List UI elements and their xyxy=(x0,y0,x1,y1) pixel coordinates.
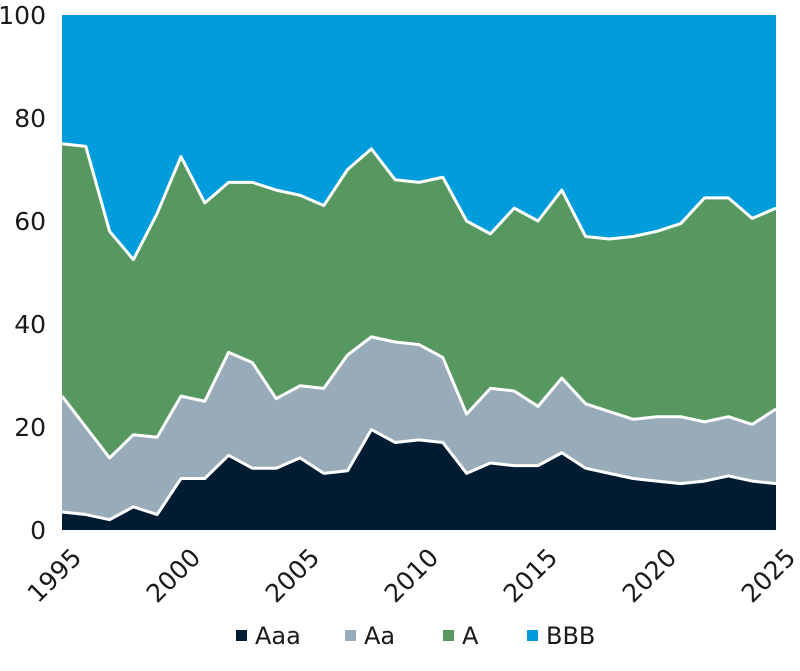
x-tick-label: 2025 xyxy=(736,543,800,608)
legend-swatch-aa xyxy=(345,630,356,641)
y-tick-label: 60 xyxy=(14,207,46,236)
x-tick-label: 2005 xyxy=(260,543,325,608)
y-tick-label: 100 xyxy=(0,1,46,30)
legend-label-a: A xyxy=(462,622,479,650)
x-tick-label: 2000 xyxy=(141,543,206,608)
area-bbb xyxy=(62,15,776,260)
y-tick-label: 80 xyxy=(14,104,46,133)
x-tick-label: 2020 xyxy=(617,543,682,608)
series-boundary-a xyxy=(61,142,777,262)
legend-label-aaa: Aaa xyxy=(255,622,301,650)
y-axis-ticks: 0 20 40 60 80 100 xyxy=(0,1,46,545)
series-boundary-aa xyxy=(60,335,777,460)
legend-label-bbb: BBB xyxy=(546,622,595,650)
area-aa xyxy=(62,336,776,520)
x-tick-label: 2015 xyxy=(498,543,563,608)
y-tick-label: 20 xyxy=(14,413,46,442)
x-tick-label: 2010 xyxy=(379,543,444,608)
series-boundary-aaa xyxy=(61,428,777,522)
legend-swatch-a xyxy=(443,630,454,641)
legend: Aaa Aa A BBB xyxy=(236,622,595,650)
area-a xyxy=(62,143,776,458)
legend-label-aa: Aa xyxy=(364,622,395,650)
legend-swatch-aaa xyxy=(236,630,247,641)
y-tick-label: 0 xyxy=(30,516,46,545)
y-tick-label: 40 xyxy=(14,310,46,339)
legend-swatch-bbb xyxy=(527,630,538,641)
area-aaa xyxy=(62,429,776,530)
area-layer xyxy=(60,15,777,530)
x-tick-label: 1995 xyxy=(22,543,87,608)
x-axis-ticks: 1995 2000 2005 2010 2015 2020 2025 xyxy=(22,543,800,608)
